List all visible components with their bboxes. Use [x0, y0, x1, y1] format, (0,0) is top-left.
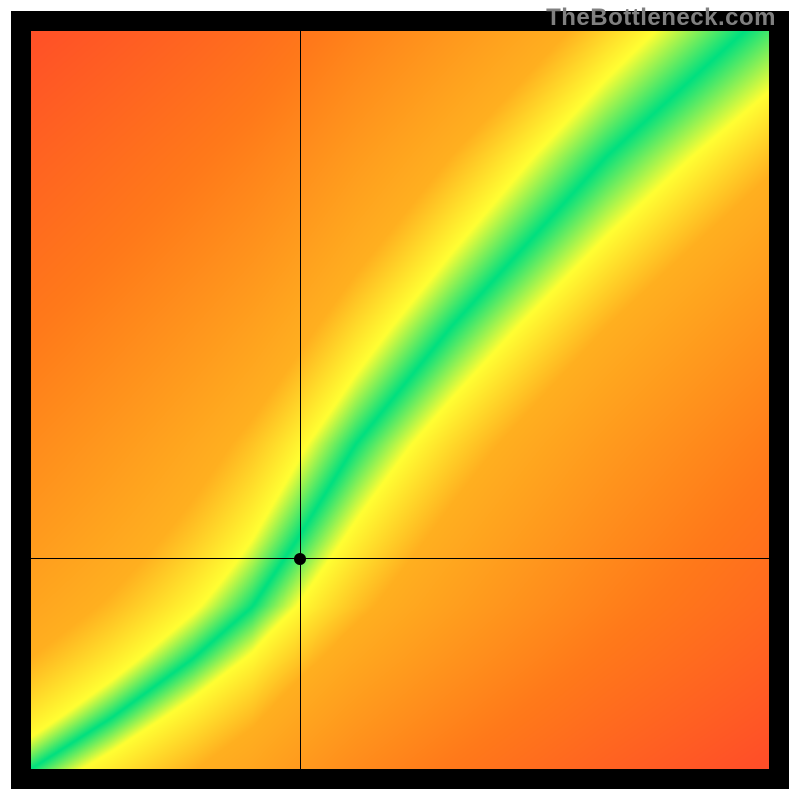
chart-container: TheBottleneck.com — [0, 0, 800, 800]
watermark-text: TheBottleneck.com — [546, 4, 776, 32]
plot-area — [31, 31, 769, 769]
crosshair-marker — [294, 553, 306, 565]
frame-left — [11, 31, 31, 769]
frame-bottom — [11, 769, 789, 789]
crosshair-vertical — [300, 31, 301, 769]
crosshair-horizontal — [31, 558, 769, 559]
frame-right — [769, 31, 789, 769]
heatmap-canvas — [31, 31, 769, 769]
